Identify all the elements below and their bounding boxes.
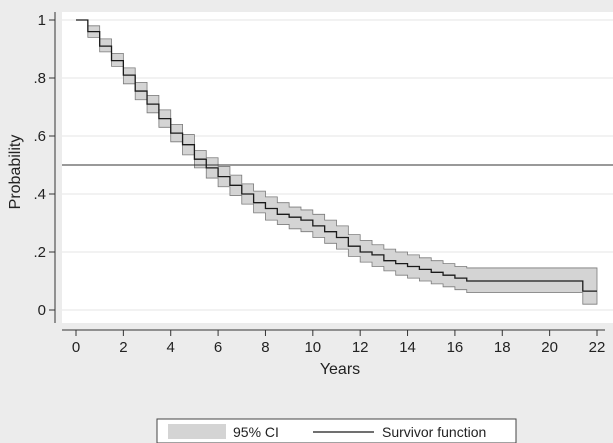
x-tick-label: 12: [352, 339, 369, 356]
y-tick-label: .4: [33, 186, 46, 203]
axes: [54, 12, 605, 331]
x-tick-label: 16: [447, 339, 464, 356]
confidence-band: [76, 19, 598, 305]
gridlines: [62, 19, 613, 311]
y-tick-label: .6: [33, 128, 46, 145]
x-axis-label: Years: [320, 361, 360, 378]
x-ticks: 0 2 4 6 8 10 12 14 16 18 20 22: [72, 330, 606, 356]
x-tick-label: 10: [304, 339, 321, 356]
x-tick-label: 18: [494, 339, 511, 356]
y-tick-label: .2: [33, 244, 46, 261]
survivor-function-line: [76, 19, 597, 292]
y-tick-label: 0: [38, 302, 46, 319]
y-tick-label: .8: [33, 70, 46, 87]
x-tick-label: 0: [72, 339, 80, 356]
legend-ci-swatch: [168, 424, 226, 439]
x-tick-label: 6: [214, 339, 222, 356]
x-tick-label: 2: [119, 339, 127, 356]
y-tick-label: 1: [38, 12, 46, 29]
legend-survivor-label: Survivor function: [382, 424, 486, 440]
x-tick-label: 8: [261, 339, 269, 356]
y-ticks: 0 .2 .4 .6 .8 1: [33, 12, 55, 319]
x-tick-label: 14: [399, 339, 416, 356]
y-axis-label: Probability: [7, 135, 24, 210]
x-tick-label: 20: [541, 339, 558, 356]
legend-ci-label: 95% CI: [233, 424, 279, 440]
x-tick-label: 4: [167, 339, 175, 356]
legend: 95% CI Survivor function: [156, 418, 517, 443]
x-tick-label: 22: [589, 339, 606, 356]
